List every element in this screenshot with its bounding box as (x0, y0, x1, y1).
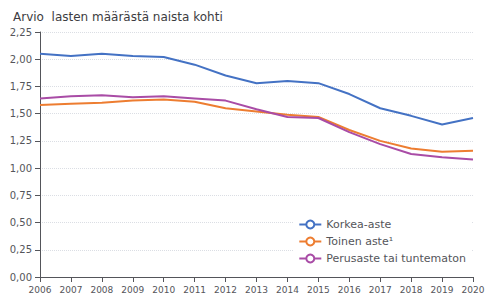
svg-text:2008: 2008 (90, 285, 113, 295)
svg-text:1,50: 1,50 (10, 108, 32, 119)
svg-text:0,00: 0,00 (10, 272, 32, 283)
svg-text:2019: 2019 (431, 285, 454, 295)
svg-text:2020: 2020 (462, 285, 485, 295)
svg-text:Perusaste tai tuntematon: Perusaste tai tuntematon (326, 252, 466, 265)
svg-text:1,75: 1,75 (10, 81, 32, 92)
svg-text:0,25: 0,25 (10, 244, 32, 255)
svg-text:2009: 2009 (121, 285, 144, 295)
svg-text:2010: 2010 (152, 285, 175, 295)
svg-text:2,25: 2,25 (10, 27, 32, 38)
svg-text:2012: 2012 (214, 285, 237, 295)
svg-text:2007: 2007 (59, 285, 82, 295)
svg-text:Korkea-aste: Korkea-aste (326, 218, 391, 231)
svg-text:2014: 2014 (276, 285, 299, 295)
svg-text:2013: 2013 (245, 285, 268, 295)
svg-text:2016: 2016 (338, 285, 361, 295)
svg-text:2015: 2015 (307, 285, 330, 295)
svg-text:2011: 2011 (183, 285, 206, 295)
svg-text:2017: 2017 (369, 285, 392, 295)
svg-text:0,50: 0,50 (10, 217, 32, 228)
svg-text:2,00: 2,00 (10, 54, 32, 65)
svg-text:2006: 2006 (29, 285, 52, 295)
svg-text:Arvio lasten määrästä naista: Arvio lasten määrästä naista kohti (13, 10, 223, 24)
svg-text:1,00: 1,00 (10, 163, 32, 174)
svg-text:2018: 2018 (400, 285, 423, 295)
svg-text:Toinen aste¹: Toinen aste¹ (325, 235, 393, 248)
svg-text:0,75: 0,75 (10, 190, 32, 201)
svg-text:1,25: 1,25 (10, 135, 32, 146)
